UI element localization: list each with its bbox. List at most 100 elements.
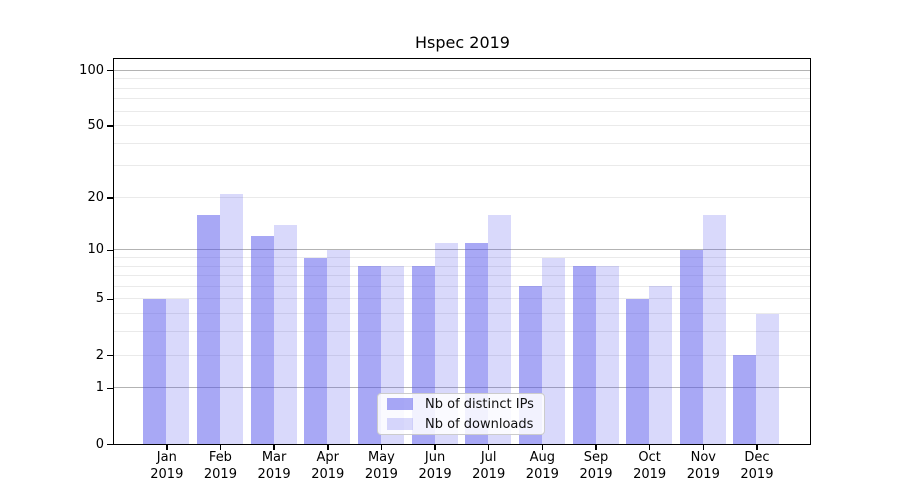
x-tick-label-year: 2019 [203,466,237,482]
gridline-minor [114,275,810,277]
bar-distinct-ips-may [357,266,381,444]
y-tick-label: 1 [95,380,104,396]
x-tick-label-year: 2019 [633,466,667,482]
gridline-minor [114,313,810,315]
bar-distinct-ips-oct [626,298,650,444]
y-tick-mark [107,249,113,252]
legend-swatch-distinct-ips [387,398,413,410]
y-tick-label: 0 [95,436,104,452]
gridline-minor [114,125,810,127]
x-tick-label-year: 2019 [525,466,559,482]
gridline-minor [114,165,810,167]
legend-label-downloads: Nb of downloads [425,416,534,432]
legend-row-distinct-ips: Nb of distinct IPs [387,397,544,412]
bar-downloads-oct [649,286,673,444]
x-tick-mark [702,444,705,450]
legend-row-downloads: Nb of downloads [387,417,544,432]
x-tick-label: Dec 2019 [725,450,789,483]
x-tick-label-month: Feb [208,450,232,465]
gridline-minor [114,257,810,258]
gridline-major [114,387,810,389]
x-tick-mark [273,444,275,450]
gridline-minor [114,354,810,356]
x-tick-mark [434,444,436,450]
gridline-minor [114,98,810,100]
plot-area: Nb of distinct IPs Nb of downloads [113,58,811,445]
x-tick-label: May 2019 [349,450,413,483]
x-tick-mark [756,444,758,450]
x-tick-label-month: Nov [690,450,716,465]
x-tick-mark [595,444,597,450]
x-tick-label-month: Mar [261,450,287,465]
y-tick-mark [107,125,113,127]
y-tick-mark [107,443,113,446]
bar-downloads-dec [756,313,780,444]
y-tick-label: 20 [87,189,104,205]
bar-distinct-ips-nov [679,249,703,444]
gridline-minor [114,331,810,333]
x-tick-mark [487,444,490,450]
bar-distinct-ips-feb [196,214,220,444]
x-tick-label: Jan 2019 [135,450,199,483]
y-tick-mark [107,354,113,357]
y-tick-label: 100 [79,62,104,78]
gridline-minor [114,110,810,112]
bar-distinct-ips-apr [304,257,328,444]
x-tick-label-year: 2019 [150,466,184,482]
x-tick-label-month: Jan [156,450,177,465]
x-tick-label: Apr 2019 [296,450,360,483]
x-tick-label-month: Aug [529,450,556,465]
x-tick-label: Jul 2019 [457,450,521,483]
gridline-minor [114,87,810,89]
x-tick-label-month: Sep [583,450,609,465]
x-tick-label: Jun 2019 [403,450,467,483]
y-tick-mark [107,387,113,390]
bar-downloads-jan [166,298,190,444]
x-tick-label-month: Dec [744,450,770,465]
gridline-minor [114,196,810,198]
x-tick-label: Mar 2019 [242,450,306,483]
y-tick-mark [107,298,113,301]
y-tick-mark [107,69,113,72]
x-tick-label: Aug 2019 [510,450,574,483]
x-tick-mark [166,444,168,450]
x-tick-label-month: Jun [424,450,446,465]
y-tick-mark [107,197,113,199]
x-tick-label-month: Oct [638,450,661,465]
bar-distinct-ips-mar [250,236,274,444]
legend-label-distinct-ips: Nb of distinct IPs [425,396,534,412]
x-tick-label-month: Apr [316,450,340,465]
gridline-minor [114,265,810,267]
gridline-minor [114,142,810,144]
x-tick-label-year: 2019 [472,466,506,482]
y-tick-label: 10 [87,242,104,258]
x-tick-label-year: 2019 [740,466,774,482]
x-tick-label-year: 2019 [364,466,398,482]
x-tick-label-year: 2019 [311,466,345,482]
y-tick-label: 50 [87,118,104,134]
x-tick-label-month: Jul [480,450,497,465]
bar-downloads-aug [541,257,565,444]
bar-downloads-jul [488,214,512,444]
gridline-major [114,249,810,251]
bar-distinct-ips-sep [572,266,596,444]
bar-distinct-ips-jan [143,298,167,444]
x-tick-label-year: 2019 [579,466,613,482]
x-tick-mark [219,444,222,450]
x-tick-label: Feb 2019 [188,450,252,483]
x-tick-label: Nov 2019 [671,450,735,483]
x-tick-label: Oct 2019 [618,450,682,483]
gridline-minor [114,298,810,300]
x-tick-mark [648,444,651,450]
gridline-minor [114,78,810,80]
bar-downloads-sep [595,266,619,444]
bar-downloads-apr [327,249,351,444]
x-tick-label-month: May [367,450,395,465]
chart-title: Hspec 2019 [415,33,510,52]
x-tick-label-year: 2019 [257,466,291,482]
x-tick-label-year: 2019 [686,466,720,482]
legend-swatch-downloads [387,418,413,430]
y-tick-label: 2 [95,347,104,363]
x-tick-mark [380,444,383,450]
